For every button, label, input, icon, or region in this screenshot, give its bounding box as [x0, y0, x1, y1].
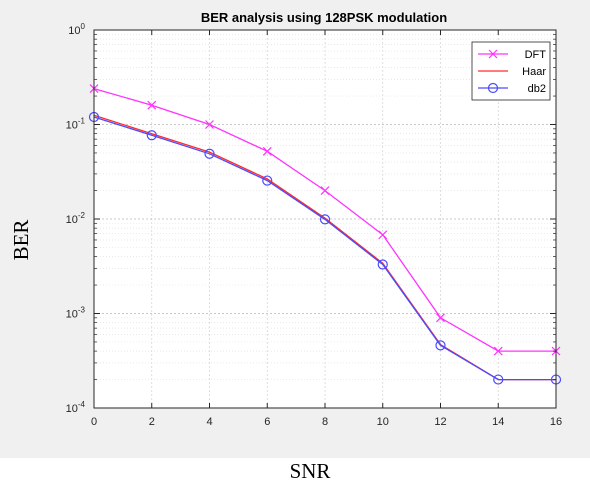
tick-layer: 0 2 4 6 8 10 12 14 16 100 10-1 10-2 10-3 10-4	[66, 22, 563, 428]
marker-stroke	[205, 120, 214, 129]
data-point-db2	[493, 374, 504, 385]
data-point-db2	[262, 175, 273, 186]
legend: DFT Haar db2	[471, 41, 551, 101]
y-tick-label: 10-2	[66, 211, 86, 226]
marker-stroke	[320, 186, 330, 195]
x-tick-label: 0	[91, 416, 97, 428]
y-tick-label: 10-4	[66, 400, 86, 415]
data-point-db2	[319, 214, 331, 225]
y-tick-label: 10-3	[66, 306, 86, 321]
x-tick-label: 16	[550, 416, 562, 428]
bottom-margin	[0, 458, 590, 484]
x-tick-label: 14	[492, 416, 504, 428]
data-point-dft	[436, 313, 445, 323]
data-point-dft	[378, 230, 388, 240]
x-tick-label: 8	[322, 416, 328, 428]
marker-stroke	[262, 146, 272, 156]
data-point-db2	[377, 259, 388, 270]
legend-label-dft: DFT	[525, 49, 547, 61]
data-point-db2	[435, 340, 446, 351]
y-tick-label: 100	[68, 22, 85, 37]
series-layer	[88, 84, 562, 385]
marker-stroke	[436, 313, 445, 323]
data-point-db2	[146, 130, 157, 141]
marker-stroke	[378, 230, 388, 240]
data-point-dft	[320, 186, 330, 195]
chart-title: BER analysis using 128PSK modulation	[201, 10, 447, 25]
y-axis-label: BER	[9, 220, 33, 261]
x-tick-label: 6	[264, 416, 270, 428]
x-tick-label: 2	[149, 416, 155, 428]
data-point-dft	[262, 146, 272, 156]
data-point-db2	[204, 148, 215, 159]
legend-marker-db2	[487, 82, 499, 94]
x-tick-label: 4	[206, 416, 212, 428]
legend-label-haar: Haar	[522, 66, 546, 78]
x-tick-label: 12	[434, 416, 446, 428]
marker-stroke	[493, 346, 503, 356]
legend-marker-dft	[488, 49, 498, 59]
data-point-dft	[493, 346, 503, 356]
data-point-dft	[147, 100, 157, 110]
marker-stroke	[147, 100, 157, 110]
data-point-dft	[205, 120, 214, 129]
marker-stroke	[488, 49, 498, 59]
x-axis-label: SNR	[290, 459, 331, 483]
legend-label-db2: db2	[528, 83, 546, 95]
series-line-db2	[93, 116, 556, 381]
x-tick-label: 10	[377, 416, 389, 428]
y-tick-label: 10-1	[66, 117, 86, 132]
